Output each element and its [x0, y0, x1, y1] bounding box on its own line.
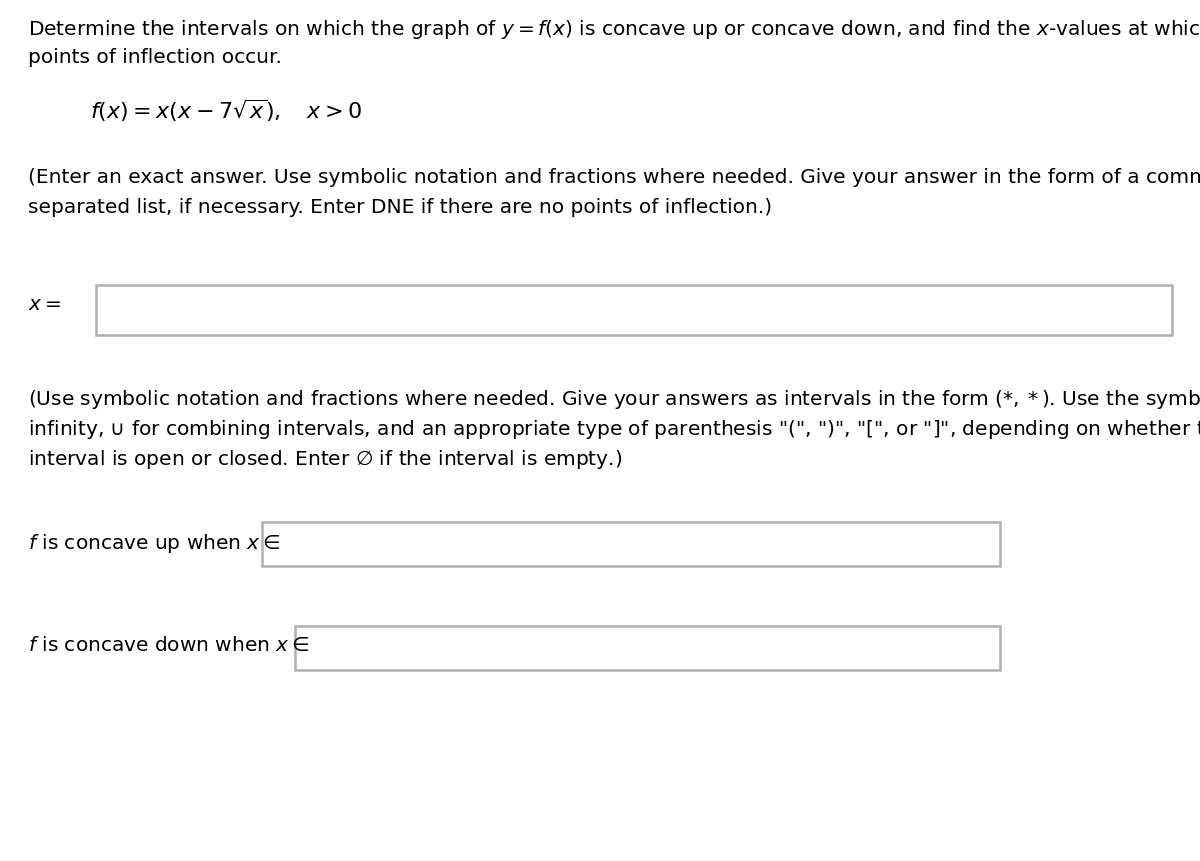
Text: $f$ is concave down when $x \in$: $f$ is concave down when $x \in$ — [28, 636, 310, 655]
FancyBboxPatch shape — [262, 522, 1000, 566]
Text: $x =$: $x =$ — [28, 295, 61, 314]
Text: infinity, $\cup$ for combining intervals, and an appropriate type of parenthesis: infinity, $\cup$ for combining intervals… — [28, 418, 1200, 441]
Text: separated list, if necessary. Enter DNE if there are no points of inflection.): separated list, if necessary. Enter DNE … — [28, 198, 772, 217]
FancyBboxPatch shape — [295, 626, 1000, 670]
Text: $f(x) = x(x - 7\sqrt{x}), \quad x > 0$: $f(x) = x(x - 7\sqrt{x}), \quad x > 0$ — [90, 98, 362, 124]
Text: $f$ is concave up when $x \in$: $f$ is concave up when $x \in$ — [28, 532, 281, 555]
Text: Determine the intervals on which the graph of $y = f(x)$ is concave up or concav: Determine the intervals on which the gra… — [28, 18, 1200, 41]
FancyBboxPatch shape — [96, 285, 1172, 335]
Text: (Use symbolic notation and fractions where needed. Give your answers as interval: (Use symbolic notation and fractions whe… — [28, 388, 1200, 411]
Text: (Enter an exact answer. Use symbolic notation and fractions where needed. Give y: (Enter an exact answer. Use symbolic not… — [28, 168, 1200, 187]
Text: interval is open or closed. Enter $\varnothing$ if the interval is empty.): interval is open or closed. Enter $\varn… — [28, 448, 622, 471]
Text: points of inflection occur.: points of inflection occur. — [28, 48, 282, 67]
